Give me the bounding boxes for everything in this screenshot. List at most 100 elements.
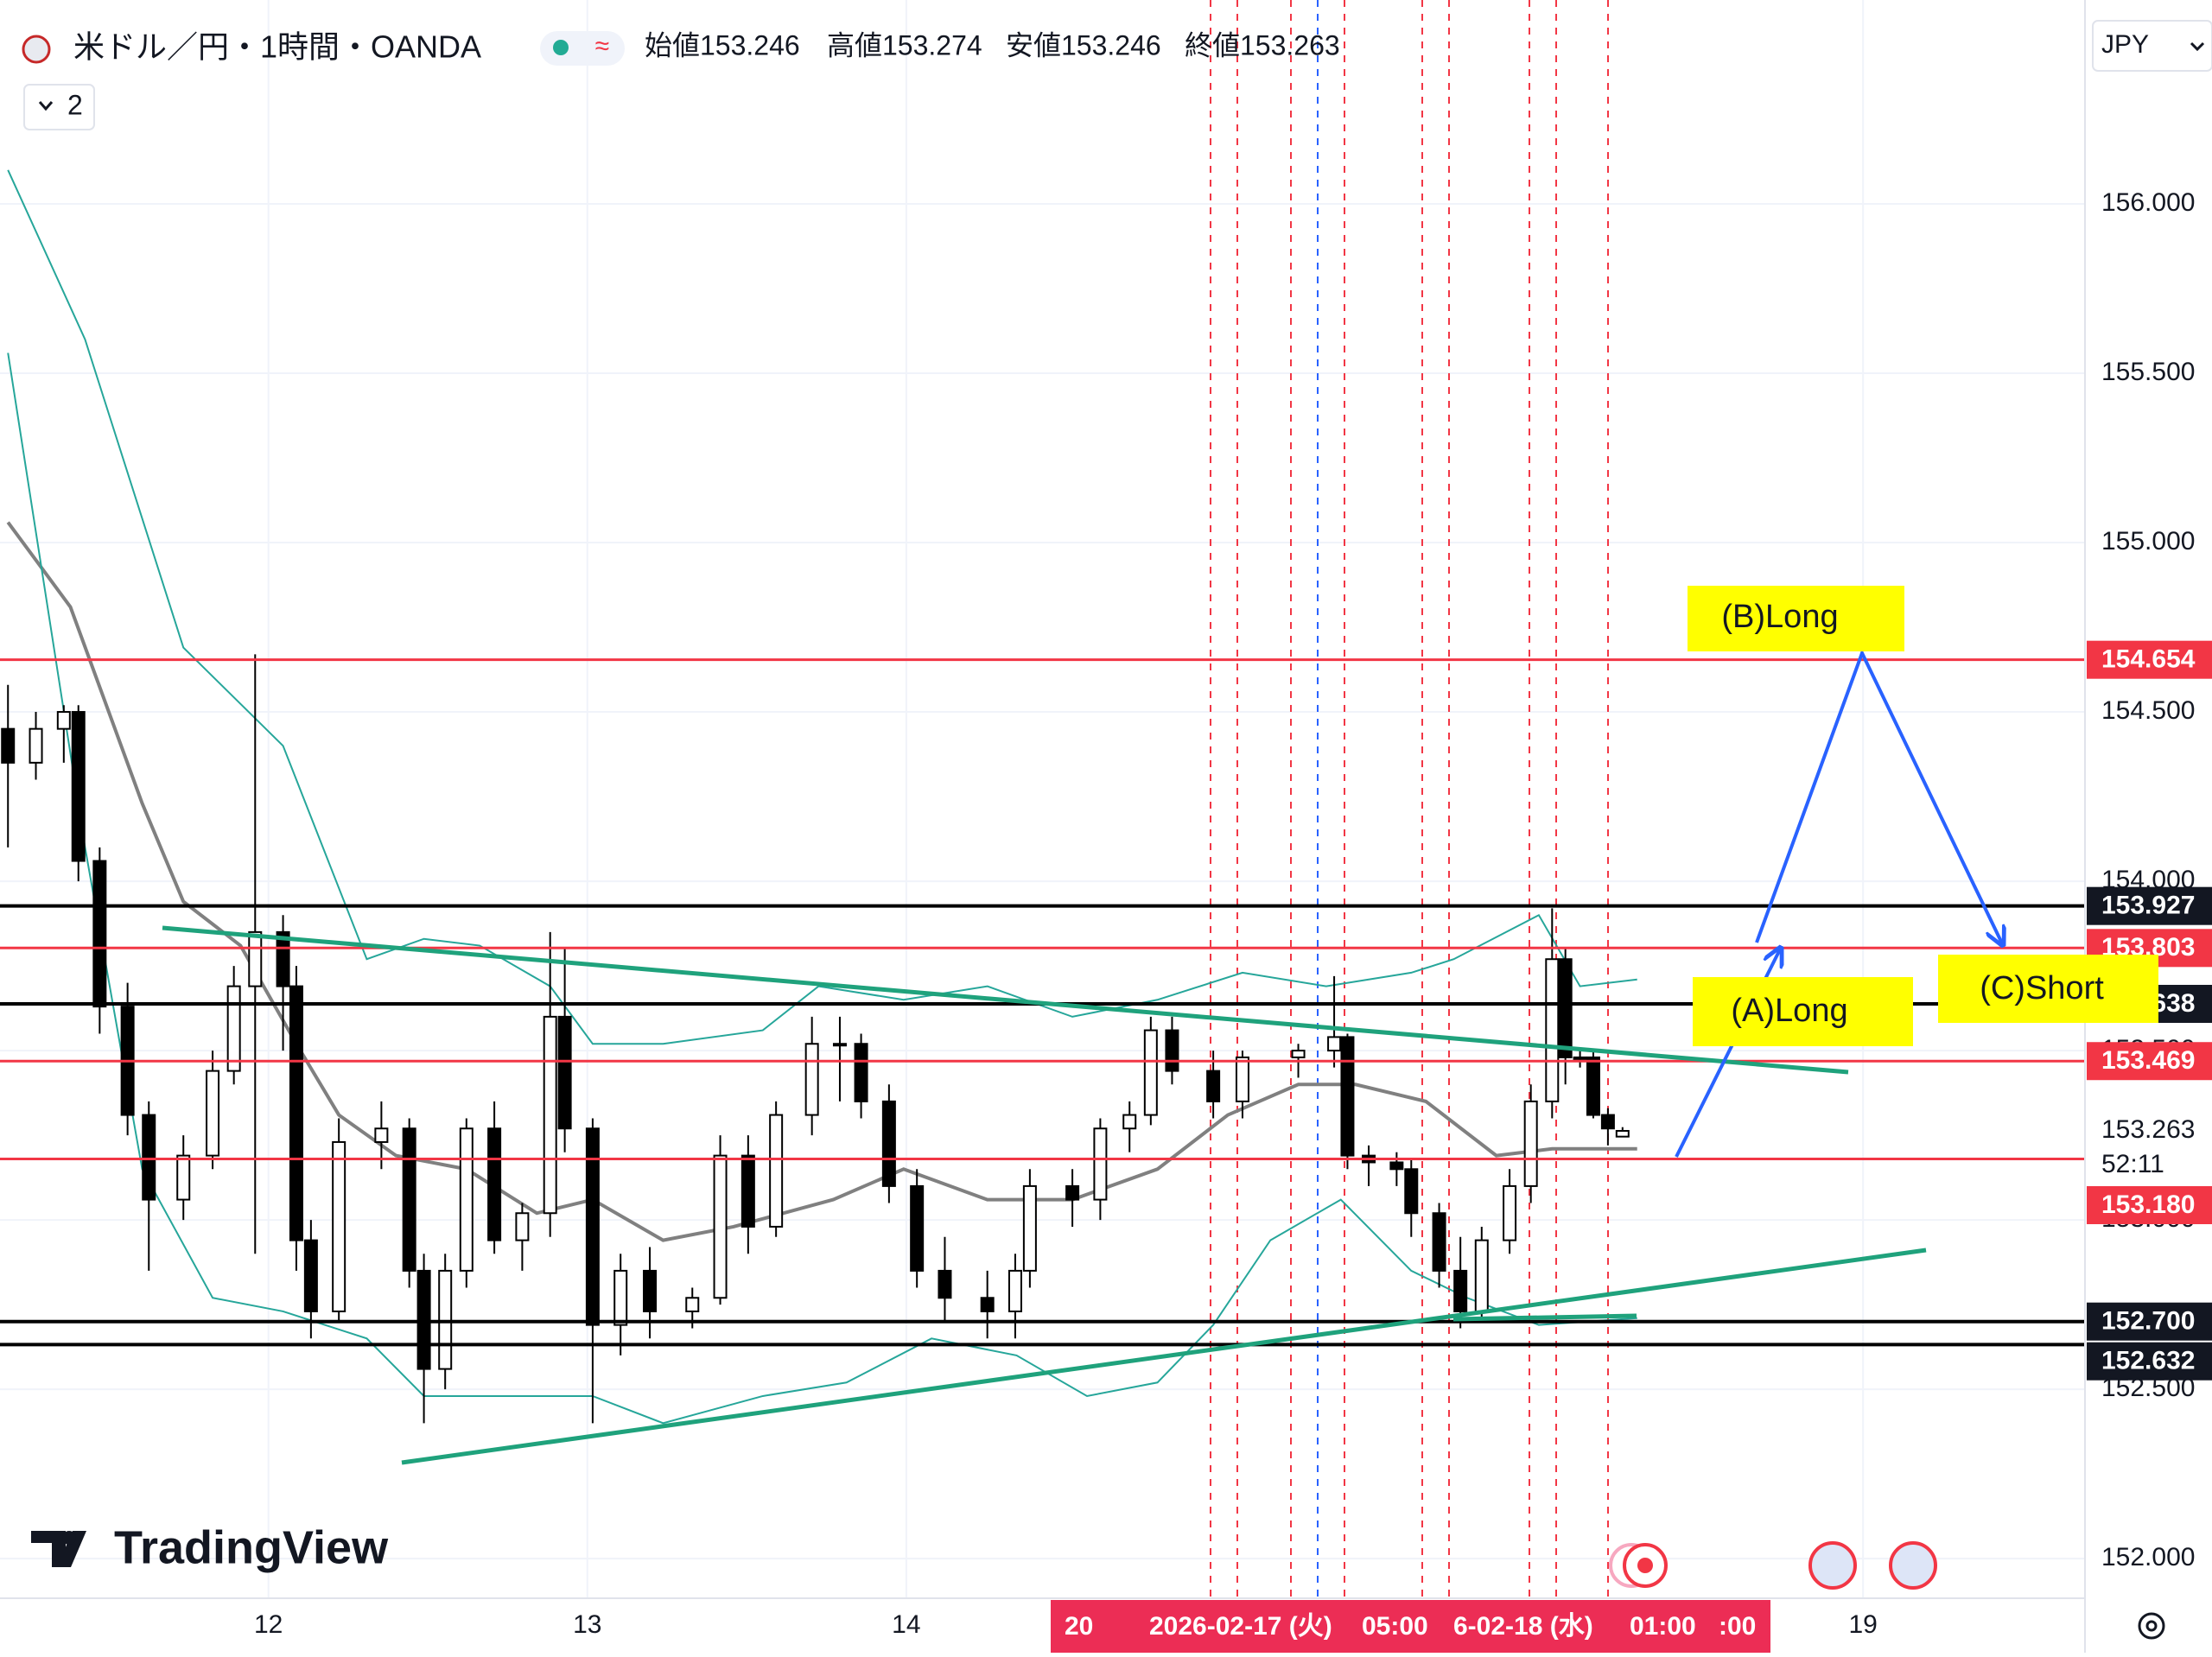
- candle-body: [1, 727, 16, 764]
- symbol-flag: [22, 35, 51, 64]
- event-icon[interactable]: [1889, 1541, 1937, 1590]
- indicator-count[interactable]: 2: [67, 89, 83, 120]
- events: [1609, 1541, 1937, 1590]
- candle-body: [980, 1297, 995, 1312]
- levels: [0, 658, 2085, 1347]
- x-tick-label: 14: [892, 1610, 920, 1639]
- event-icon: [1637, 1558, 1653, 1573]
- x-tick-label: 13: [573, 1610, 601, 1639]
- candle-body: [1327, 1036, 1342, 1052]
- candle-body: [1065, 1184, 1080, 1201]
- candle-body: [1291, 1050, 1306, 1058]
- crosshair-label: 6-02-18 (水): [1453, 1612, 1593, 1641]
- candle-body: [585, 1127, 600, 1326]
- candle-body: [832, 1043, 847, 1047]
- grid: [0, 0, 2085, 1598]
- y-tick-label: 156.000: [2101, 188, 2195, 217]
- candle-body: [1404, 1168, 1419, 1215]
- candle-body: [881, 1100, 896, 1187]
- annotation-box: [1688, 586, 1904, 651]
- candle-body: [1586, 1056, 1600, 1116]
- indicators: [6, 169, 1637, 1425]
- candle-body: [92, 860, 107, 1008]
- indicator-line: [6, 521, 1637, 1242]
- candle-body: [332, 1140, 346, 1312]
- currency[interactable]: JPY: [2101, 30, 2149, 59]
- annotation: (B)Long: [1721, 599, 1838, 635]
- settings: [2138, 1612, 2165, 1640]
- ohlc-value: 153.246: [1061, 29, 1161, 60]
- chevron: [2190, 41, 2205, 52]
- time-axis: 12 13 14 19: [254, 1610, 1878, 1639]
- candle-body: [226, 985, 241, 1072]
- candle-body: [289, 985, 303, 1241]
- candle-body: [713, 1154, 728, 1299]
- candle-body: [1122, 1114, 1137, 1130]
- annotation: (C)Short: [1980, 970, 2104, 1006]
- candle-body: [487, 1127, 502, 1241]
- candle-body: [1474, 1239, 1489, 1312]
- candle-body: [1523, 1100, 1538, 1187]
- candle-body: [276, 930, 290, 987]
- y-tick-label: 152.000: [2101, 1543, 2195, 1571]
- trendlines: [162, 925, 1927, 1465]
- candle-body: [1545, 958, 1560, 1102]
- trendline: [162, 925, 1849, 1075]
- candle-body: [543, 1015, 557, 1215]
- price-label: 152.632: [2101, 1347, 2195, 1375]
- candle-body: [248, 930, 263, 987]
- event-icon[interactable]: [1808, 1541, 1857, 1590]
- annotation: (A)Long: [1731, 993, 1847, 1029]
- candle-body: [206, 1070, 220, 1157]
- chevron: [38, 101, 54, 111]
- candle-body: [56, 711, 71, 730]
- settings-icon: [2145, 1620, 2158, 1632]
- crosshair-labels: 20 2026-02-17 (火) 05:00 6-02-18 (水) 01:00:00: [1065, 1612, 1756, 1641]
- currency-button[interactable]: [2092, 20, 2212, 72]
- x-tick-label: 19: [1848, 1610, 1877, 1639]
- candle-body: [769, 1114, 784, 1228]
- price-label-box: [2087, 1185, 2212, 1224]
- price-label-box: [2087, 1302, 2212, 1341]
- crosshair-label: 01:00: [1630, 1612, 1696, 1641]
- candle-body: [1093, 1127, 1108, 1201]
- candle-body: [1007, 1269, 1022, 1312]
- price-label-box: [2087, 1342, 2212, 1381]
- candle-body: [685, 1297, 700, 1312]
- candle-body: [1432, 1212, 1446, 1272]
- candle-body: [1503, 1184, 1517, 1241]
- candle-body: [741, 1154, 755, 1228]
- candle-body: [1453, 1269, 1468, 1312]
- status-pill: [540, 31, 625, 66]
- crosshair-label: 20: [1065, 1612, 1093, 1641]
- annotation-box: [1938, 955, 2158, 1023]
- ohlc-label: 安値: [1006, 29, 1061, 60]
- ohlc-label: 始値: [645, 29, 700, 60]
- settings-icon[interactable]: [2138, 1612, 2165, 1640]
- price-label: 154.654: [2101, 645, 2196, 674]
- ohlc-value: 153.246: [700, 29, 800, 60]
- candle-body: [1235, 1056, 1249, 1102]
- y-tick-label: 154.500: [2101, 696, 2195, 725]
- candle-body: [804, 1043, 819, 1116]
- candle-body: [303, 1239, 318, 1312]
- crosshair-label: 05:00: [1362, 1612, 1428, 1641]
- trendline: [1452, 1313, 1637, 1322]
- candle-body: [854, 1043, 868, 1102]
- brand-logo: [62, 1531, 76, 1545]
- candle-body: [142, 1114, 156, 1201]
- candle-body: [1022, 1184, 1037, 1272]
- price-label-box: [2087, 1042, 2212, 1081]
- annotations: (B)Long (A)Long (C)Short: [1688, 586, 2158, 1046]
- candle-body: [459, 1127, 474, 1272]
- crosshair-bar: [1051, 1600, 1770, 1653]
- market-open-dot: [553, 40, 569, 55]
- countdown: 52:11: [2101, 1150, 2164, 1178]
- candle-body: [515, 1212, 530, 1241]
- y-tick-label: 155.500: [2101, 358, 2195, 386]
- crosshair-label: 2026-02-17 (火): [1149, 1612, 1332, 1641]
- collapse-button[interactable]: [23, 84, 95, 130]
- candle-body: [1389, 1161, 1404, 1171]
